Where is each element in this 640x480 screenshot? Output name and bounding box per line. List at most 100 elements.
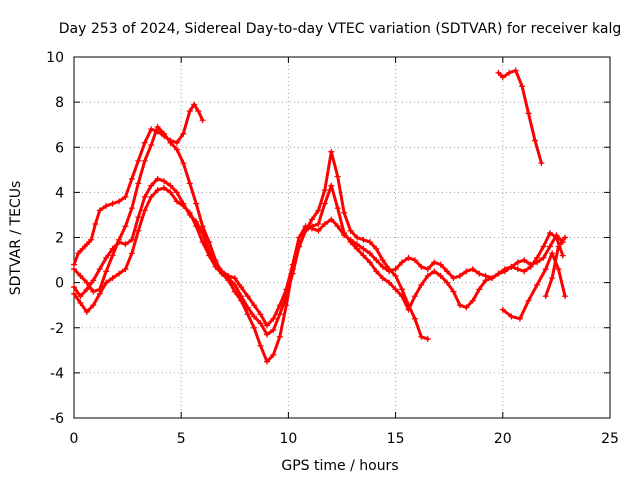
data-point [199,117,206,124]
data-point [418,263,425,270]
data-series [71,67,568,365]
data-point [354,234,361,241]
data-point [141,193,148,200]
data-point [559,252,566,259]
data-point [77,272,84,279]
data-point [173,198,180,205]
data-point [549,275,556,282]
data-point [405,254,412,261]
data-point [315,220,322,227]
data-point [561,293,568,300]
data-point [379,257,386,264]
data-point [431,268,438,275]
data-point [257,342,264,349]
data-point [534,281,541,288]
data-point [302,223,309,230]
data-point [418,281,425,288]
data-point [463,268,470,275]
data-point [328,148,335,155]
series-arc-7 [542,234,568,300]
data-point [109,200,116,207]
data-point [231,275,238,282]
data-point [450,275,457,282]
data-point [128,205,135,212]
data-point [238,284,245,291]
data-point [399,259,406,266]
y-tick-label: 0 [55,276,64,292]
data-point [469,297,476,304]
data-point [128,236,135,243]
data-point [399,293,406,300]
chart-title: Day 253 of 2024, Sidereal Day-to-day VTE… [59,21,621,37]
data-point [75,250,82,257]
data-point [173,146,180,153]
data-point [71,290,77,297]
data-point [553,234,560,241]
series-line [544,236,567,298]
data-point [386,279,393,286]
series-line [72,177,565,327]
data-point [270,315,277,322]
data-point [186,180,193,187]
y-tick-label: 8 [55,95,64,111]
data-point [549,250,556,257]
data-point [424,266,431,273]
data-point [244,311,251,318]
data-point [141,157,148,164]
data-point [321,187,328,194]
data-point [424,336,431,343]
series-arc-1 [71,101,206,268]
data-point [328,216,335,223]
data-point [321,220,328,227]
data-point [148,141,155,148]
data-point [96,266,103,273]
y-tick-label: 4 [55,185,64,201]
series-arc-4 [71,175,566,329]
data-point [161,178,168,185]
data-point [96,207,103,214]
data-point [167,189,174,196]
data-point [489,275,496,282]
data-point [321,200,328,207]
data-point [103,202,110,209]
data-point [418,333,425,340]
data-point [257,311,264,318]
data-point [128,250,135,257]
data-point [437,261,444,268]
data-point [218,268,225,275]
x-axis-label: GPS time / hours [281,458,398,474]
data-point [116,198,123,205]
data-point [122,241,129,248]
data-point [238,293,245,300]
data-point [154,187,161,194]
data-point [103,279,110,286]
data-point [514,259,521,266]
data-point [347,227,354,234]
data-point [257,320,264,327]
data-point [103,254,110,261]
data-point [525,110,532,117]
y-tick-label: -6 [50,411,64,427]
data-point [199,223,206,230]
data-point [180,160,187,167]
data-point [366,239,373,246]
data-point [77,293,84,300]
data-point [334,223,341,230]
data-point [392,266,399,273]
data-point [508,263,515,270]
data-point [540,243,547,250]
data-point [154,123,161,130]
data-point [103,268,110,275]
data-point [116,270,123,277]
y-tick-label: 2 [55,231,64,247]
data-point [431,259,438,266]
data-point [96,290,103,297]
data-point [90,277,97,284]
data-point [263,322,270,329]
data-point [173,189,180,196]
data-point [341,209,348,216]
data-point [405,306,412,313]
x-axis-ticks: 0 5 10 15 20 25 [70,57,619,447]
data-point [308,225,315,232]
data-point [456,272,463,279]
